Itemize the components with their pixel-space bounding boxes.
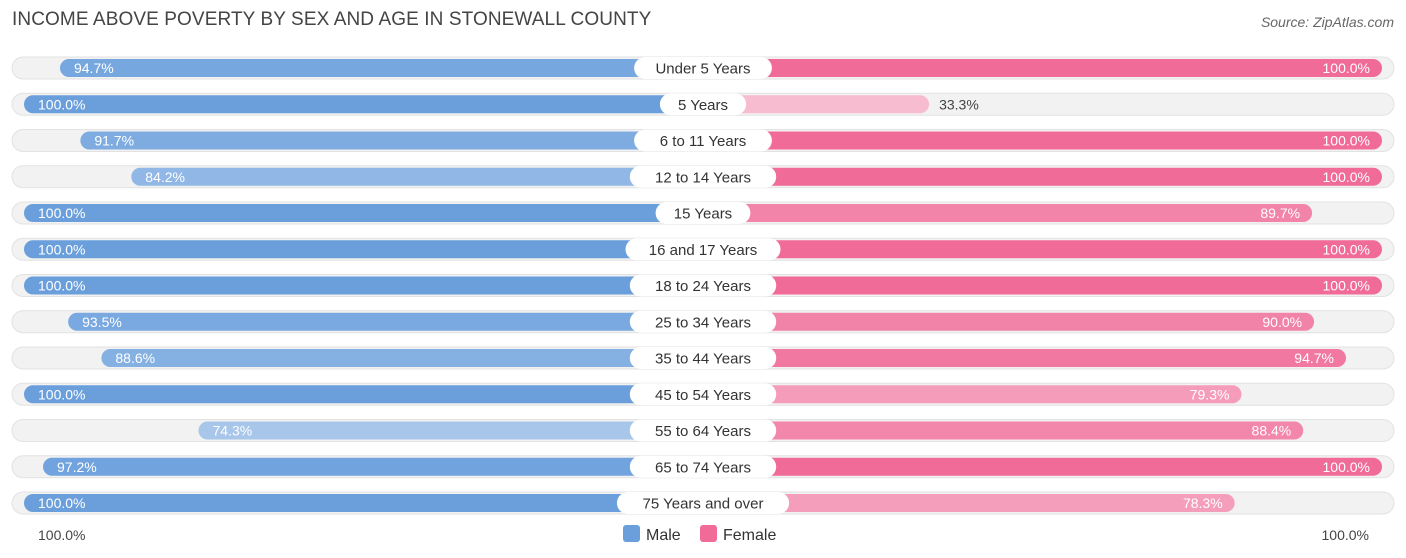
female-value-label: 100.0%: [1323, 60, 1370, 76]
category-pill: [629, 347, 777, 369]
female-bar: [703, 95, 930, 114]
category-label: 55 to 64 Years: [655, 423, 751, 440]
male-value-label: 100.0%: [38, 205, 85, 221]
category-label: 5 Years: [678, 97, 728, 114]
category-pill: [629, 274, 777, 297]
category-pill: [634, 57, 772, 79]
category-label: 65 to 74 Years: [655, 459, 751, 476]
category-label: 12 to 14 Years: [655, 169, 751, 186]
male-bar: [59, 59, 703, 77]
legend-male-label: Male: [646, 527, 681, 544]
male-value-label: 88.6%: [115, 350, 155, 366]
male-bar: [24, 240, 703, 259]
category-label: Under 5 Years: [655, 61, 750, 78]
male-bar: [68, 312, 703, 331]
female-value-label: 88.4%: [1252, 423, 1292, 439]
female-value-label: 78.3%: [1183, 495, 1223, 511]
female-bar: [703, 421, 1304, 440]
category-pill: [655, 202, 751, 224]
female-bar: [703, 131, 1382, 150]
male-bar: [198, 421, 704, 440]
male-bar: [80, 131, 704, 150]
male-value-label: 97.2%: [57, 459, 97, 475]
male-value-label: 84.2%: [145, 169, 185, 185]
category-pill: [625, 238, 781, 261]
male-value-label: 100.0%: [38, 96, 85, 112]
female-bar: [703, 240, 1382, 259]
male-bar: [101, 349, 703, 367]
male-value-label: 100.0%: [38, 386, 85, 402]
female-value-label: 89.7%: [1260, 205, 1300, 221]
female-value-label: 100.0%: [1323, 459, 1370, 475]
female-value-label: 100.0%: [1323, 133, 1370, 149]
category-label: 15 Years: [674, 206, 732, 223]
category-label: 25 to 34 Years: [655, 314, 751, 331]
category-pill: [629, 455, 777, 478]
female-value-label: 33.3%: [939, 96, 979, 112]
male-bar: [131, 167, 704, 186]
category-pill: [616, 492, 790, 514]
female-bar: [703, 312, 1315, 331]
male-bar: [24, 494, 703, 512]
category-pill: [634, 129, 772, 152]
category-pill: [659, 93, 747, 116]
category-label: 75 Years and over: [643, 496, 764, 513]
legend-female-swatch: [700, 525, 717, 542]
category-pill: [629, 165, 777, 188]
category-pill: [629, 383, 777, 406]
male-value-label: 100.0%: [38, 278, 85, 294]
legend-male-swatch: [623, 525, 640, 542]
female-value-label: 79.3%: [1190, 386, 1230, 402]
male-value-label: 74.3%: [213, 423, 253, 439]
female-bar: [703, 494, 1235, 512]
female-bar: [703, 276, 1382, 295]
male-bar: [24, 385, 703, 404]
axis-right-label: 100.0%: [1322, 527, 1369, 543]
legend-female-label: Female: [723, 527, 776, 544]
male-bar: [24, 204, 703, 222]
female-bar: [703, 349, 1347, 367]
female-value-label: 100.0%: [1323, 169, 1370, 185]
category-pill: [629, 310, 777, 333]
chart-title: INCOME ABOVE POVERTY BY SEX AND AGE IN S…: [12, 9, 652, 30]
female-bar: [703, 167, 1382, 186]
male-bar: [24, 276, 703, 295]
female-value-label: 90.0%: [1262, 314, 1302, 330]
female-bar: [703, 204, 1313, 222]
male-value-label: 91.7%: [94, 133, 134, 149]
female-bar: [703, 59, 1382, 77]
category-label: 35 to 44 Years: [655, 351, 751, 368]
male-value-label: 100.0%: [38, 241, 85, 257]
category-label: 6 to 11 Years: [660, 133, 746, 150]
male-bar: [43, 457, 703, 476]
male-value-label: 100.0%: [38, 495, 85, 511]
male-bar: [24, 95, 703, 114]
category-label: 18 to 24 Years: [655, 278, 751, 295]
source-note: Source: ZipAtlas.com: [1260, 14, 1394, 30]
female-value-label: 94.7%: [1294, 350, 1334, 366]
category-pill: [629, 419, 777, 442]
category-label: 45 to 54 Years: [655, 387, 751, 404]
female-bar: [703, 457, 1382, 476]
male-value-label: 93.5%: [82, 314, 122, 330]
female-value-label: 100.0%: [1323, 278, 1370, 294]
female-bar: [703, 385, 1242, 404]
male-value-label: 94.7%: [74, 60, 114, 76]
category-label: 16 and 17 Years: [649, 242, 757, 259]
female-value-label: 100.0%: [1323, 241, 1370, 257]
axis-left-label: 100.0%: [38, 527, 85, 543]
